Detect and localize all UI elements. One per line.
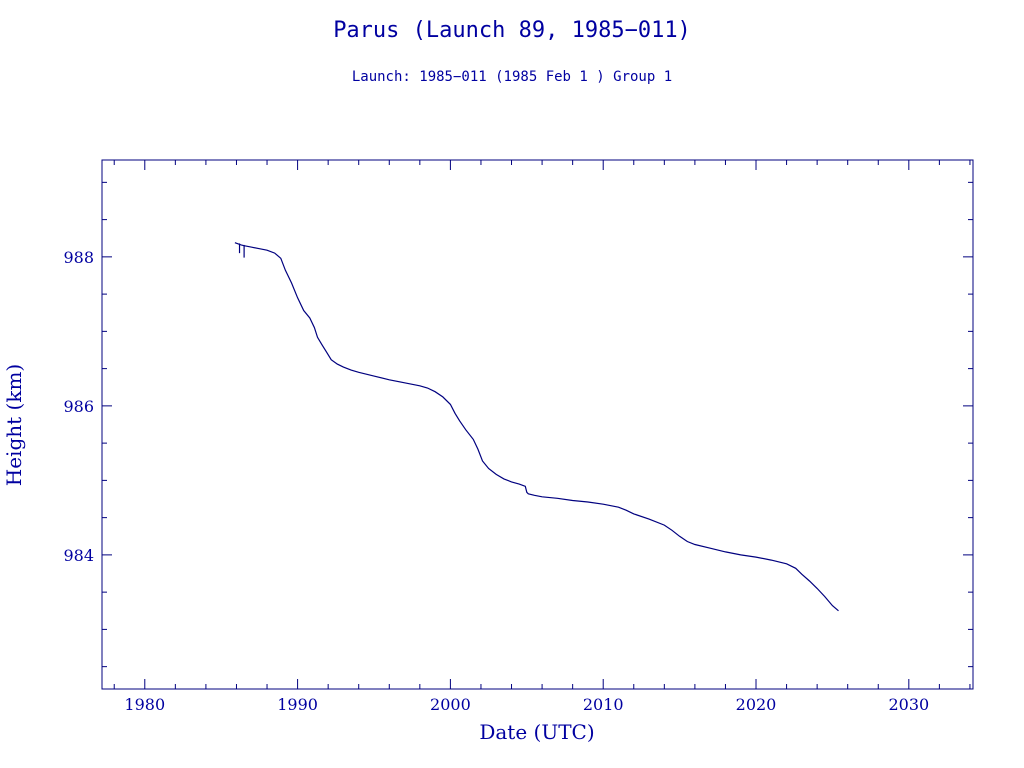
plot-frame [101,159,974,690]
y-tick-labels: 984 986 988 [63,248,94,565]
series-layer [234,242,839,612]
series-line [234,242,839,612]
chart-subtitle: Launch: 1985−011 (1985 Feb 1 ) Group 1 [352,69,672,85]
axis-ticks [102,160,973,689]
x-tick-label: 2000 [430,695,471,714]
y-tick-label: 984 [63,546,94,565]
x-tick-labels: 1980 1990 2000 2010 2020 2030 [124,695,929,714]
y-tick-label: 986 [63,397,94,416]
x-tick-label: 2010 [583,695,624,714]
x-tick-label: 1990 [277,695,318,714]
chart-title: Parus (Launch 89, 1985−011) [333,18,691,43]
x-axis-label: Date (UTC) [479,720,594,744]
x-tick-label: 2020 [736,695,777,714]
y-tick-label: 988 [63,248,94,267]
y-axis-label: Height (km) [2,364,26,486]
x-tick-label: 2030 [888,695,929,714]
x-tick-label: 1980 [124,695,165,714]
